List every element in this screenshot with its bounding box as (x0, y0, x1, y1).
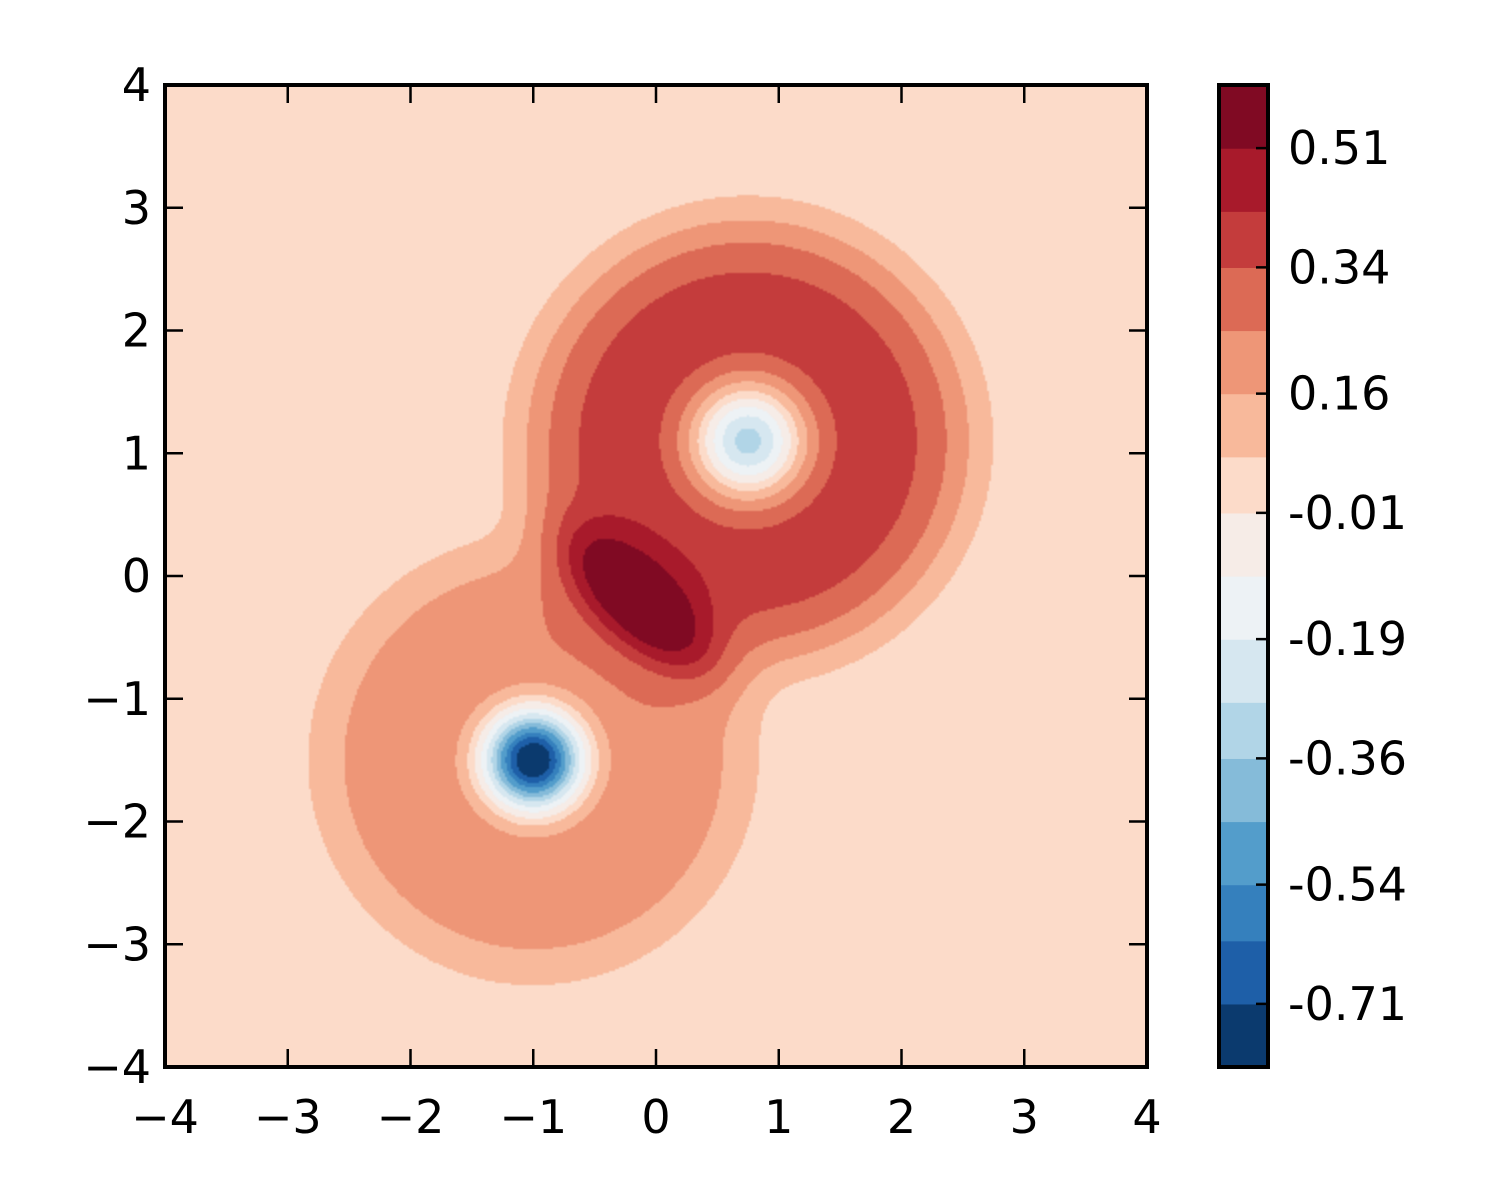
y-axis: −4 −3 −2 −1 0 1 2 3 4 (83, 58, 1147, 1094)
x-tick-label: 1 (764, 1090, 793, 1144)
colorbar-segment (1219, 148, 1268, 212)
colorbar-frame (1217, 83, 1270, 1069)
x-tick-label: 0 (641, 1090, 670, 1144)
x-tick-label: 2 (887, 1090, 916, 1144)
colorbar-segment (1219, 1003, 1268, 1068)
colorbar-segment (1219, 330, 1268, 395)
y-tick-label: −2 (83, 795, 151, 849)
colorbar-segment (1219, 393, 1268, 458)
colorbar-segment (1219, 211, 1268, 268)
y-tick-label: 0 (122, 549, 151, 603)
y-tick-label: 4 (122, 58, 151, 112)
x-tick-label: −2 (377, 1090, 445, 1144)
y-tick-label: −1 (83, 672, 151, 726)
x-tick-label: −1 (499, 1090, 567, 1144)
x-axis: −4 −3 −2 −1 0 1 2 3 4 (131, 85, 1162, 1144)
colorbar: 0.51 0.34 0.16 -0.01 -0.19 -0.36 -0.54 -0.71 (1217, 83, 1407, 1069)
colorbar-segment (1219, 884, 1268, 942)
colorbar-segment (1219, 940, 1268, 1005)
colorbar-tick-label: -0.71 (1288, 977, 1407, 1031)
colorbar-tick-label: -0.36 (1288, 731, 1407, 785)
colorbar-segment (1219, 267, 1268, 332)
x-tick-label: 4 (1132, 1090, 1161, 1144)
colorbar-segment (1219, 512, 1268, 577)
colorbar-segment (1219, 639, 1268, 703)
y-tick-label: −4 (83, 1040, 151, 1094)
colorbar-segment (1219, 85, 1268, 149)
colorbar-segment (1219, 702, 1268, 759)
colorbar-tick-label: -0.19 (1288, 612, 1407, 666)
colorbar-segment (1219, 821, 1268, 886)
x-tick-label: −4 (131, 1090, 199, 1144)
colorbar-tick-label: -0.54 (1288, 858, 1407, 912)
y-tick-label: 1 (122, 426, 151, 480)
colorbar-tick-label: 0.51 (1288, 121, 1390, 175)
y-tick-label: −3 (83, 917, 151, 971)
y-tick-label: 3 (122, 181, 151, 235)
x-tick-label: −3 (254, 1090, 322, 1144)
colorbar-segment (1219, 456, 1268, 514)
colorbar-segment (1219, 758, 1268, 823)
contour-fill (165, 85, 1147, 1067)
x-tick-label: 3 (1010, 1090, 1039, 1144)
colorbar-tick-label: 0.34 (1288, 240, 1390, 294)
colorbar-tick-label: -0.01 (1288, 486, 1407, 540)
plot-area (165, 85, 1147, 1067)
colorbar-tick-label: 0.16 (1288, 367, 1390, 421)
y-tick-label: 2 (122, 304, 151, 358)
colorbar-segment (1219, 576, 1268, 640)
